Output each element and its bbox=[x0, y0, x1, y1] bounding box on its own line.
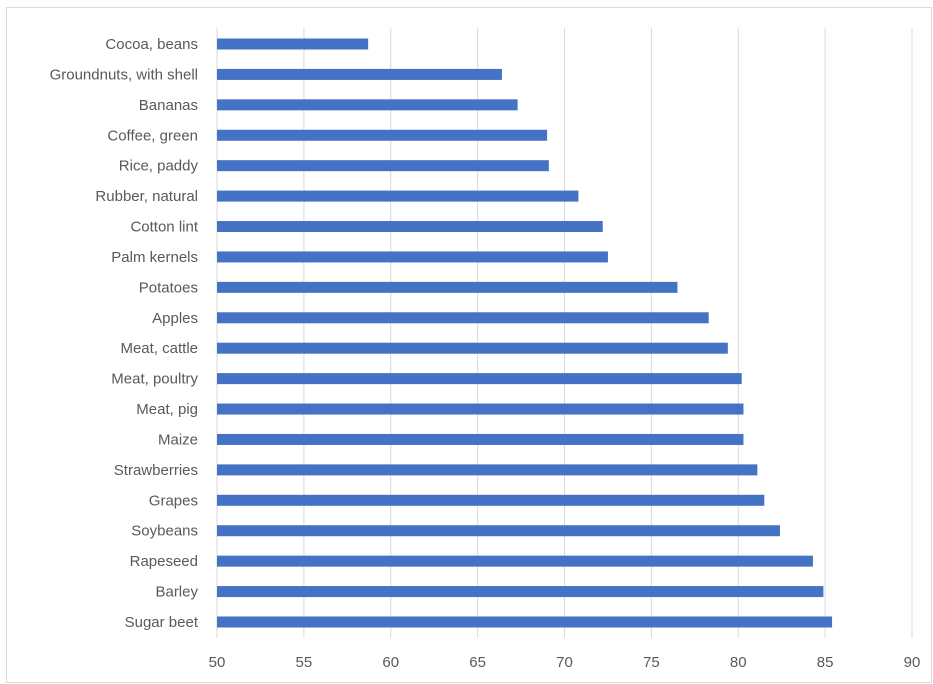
category-label: Rapeseed bbox=[130, 553, 198, 570]
category-label: Meat, cattle bbox=[120, 340, 198, 357]
x-tick-label: 85 bbox=[817, 654, 834, 671]
category-label: Palm kernels bbox=[111, 249, 198, 266]
bars bbox=[217, 39, 832, 628]
x-tick-label: 55 bbox=[296, 654, 313, 671]
category-label: Grapes bbox=[149, 492, 198, 509]
bar bbox=[217, 130, 547, 141]
category-label: Soybeans bbox=[131, 523, 198, 540]
category-label: Maize bbox=[158, 431, 198, 448]
category-label: Rubber, natural bbox=[95, 188, 198, 205]
category-label: Groundnuts, with shell bbox=[50, 66, 198, 83]
gridlines bbox=[217, 28, 912, 638]
bar bbox=[217, 69, 502, 80]
bar bbox=[217, 99, 518, 110]
bar bbox=[217, 39, 368, 50]
bar bbox=[217, 404, 743, 415]
category-label: Meat, pig bbox=[136, 401, 198, 418]
x-tick-label: 75 bbox=[643, 654, 660, 671]
category-label: Meat, poultry bbox=[111, 371, 198, 388]
bar bbox=[217, 434, 743, 445]
category-labels: Cocoa, beans Groundnuts, with shell Banana… bbox=[50, 36, 199, 631]
x-tick-label: 50 bbox=[209, 654, 226, 671]
bar bbox=[217, 221, 603, 232]
bar bbox=[217, 160, 549, 171]
category-label: Cocoa, beans bbox=[105, 36, 198, 53]
category-label: Apples bbox=[152, 310, 198, 327]
x-tick-label: 60 bbox=[382, 654, 399, 671]
category-label: Strawberries bbox=[114, 462, 198, 479]
category-label: Potatoes bbox=[139, 279, 198, 296]
category-label: Sugar beet bbox=[125, 614, 199, 631]
x-tick-label: 65 bbox=[469, 654, 486, 671]
bar bbox=[217, 282, 677, 293]
bar bbox=[217, 343, 728, 354]
bar bbox=[217, 464, 757, 475]
bar bbox=[217, 312, 709, 323]
bar bbox=[217, 251, 608, 262]
x-tick-label: 70 bbox=[556, 654, 573, 671]
category-label: Coffee, green bbox=[107, 127, 198, 144]
x-tick-label: 80 bbox=[730, 654, 747, 671]
bar bbox=[217, 616, 832, 627]
category-label: Bananas bbox=[139, 97, 198, 114]
category-label: Barley bbox=[155, 584, 198, 601]
category-label: Cotton lint bbox=[130, 219, 198, 236]
bar bbox=[217, 525, 780, 536]
x-axis-tick-labels: 50 55 60 65 70 75 80 85 90 bbox=[209, 654, 921, 671]
bar bbox=[217, 495, 764, 506]
bar bbox=[217, 586, 823, 597]
category-label: Rice, paddy bbox=[119, 158, 199, 175]
x-tick-label: 90 bbox=[904, 654, 921, 671]
bar bbox=[217, 556, 813, 567]
bar bbox=[217, 373, 742, 384]
bar bbox=[217, 191, 578, 202]
